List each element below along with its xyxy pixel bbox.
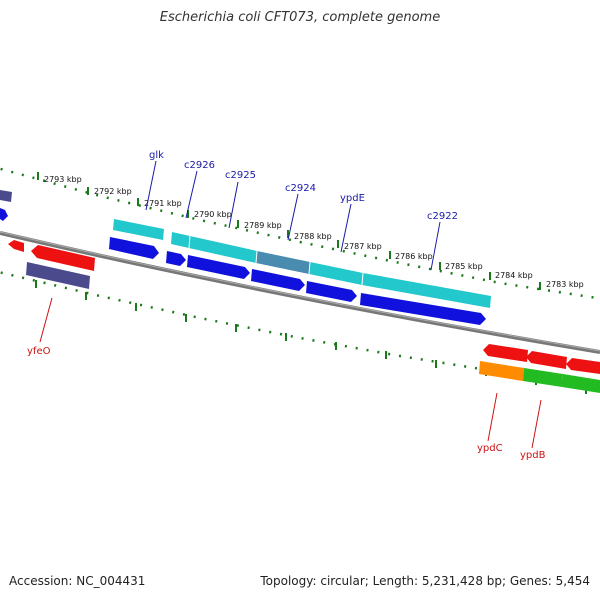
genome-backbone: [0, 231, 600, 354]
gene-label-ypdE[interactable]: ypdE: [340, 193, 365, 204]
cds-feature[interactable]: [109, 237, 159, 259]
cds-feature[interactable]: [483, 344, 528, 362]
cds-feature[interactable]: [256, 251, 310, 274]
gene-label-ypdC[interactable]: ypdC: [477, 443, 503, 454]
cds-feature[interactable]: [309, 262, 363, 285]
scale-label: 2788 kbp: [294, 232, 332, 241]
cds-feature[interactable]: [166, 251, 186, 266]
gene-label-c2925[interactable]: c2925: [225, 170, 256, 181]
cds-feature[interactable]: [251, 269, 305, 291]
cds-feature[interactable]: [171, 232, 257, 263]
scale-label: 2784 kbp: [495, 271, 533, 280]
scale-label: 2790 kbp: [194, 210, 232, 219]
cds-feature[interactable]: [26, 262, 90, 289]
cds-feature-borders: [188, 235, 364, 286]
gene-label-c2924[interactable]: c2924: [285, 183, 316, 194]
gene-label-c2926[interactable]: c2926: [184, 160, 215, 171]
cds-feature[interactable]: [479, 361, 524, 381]
gene-label-leaders-bottom: [39, 297, 542, 449]
scale-label: 2793 kbp: [44, 175, 82, 184]
scale-label: 2783 kbp: [546, 280, 584, 289]
scale-label: 2789 kbp: [244, 221, 282, 230]
cds-feature[interactable]: [562, 374, 600, 393]
cds-feature[interactable]: [566, 358, 600, 374]
cds-feature[interactable]: [0, 190, 12, 202]
map-title: Escherichia coli CFT073, complete genome: [159, 10, 441, 25]
gene-label-ypdB[interactable]: ypdB: [520, 450, 546, 461]
cds-feature[interactable]: [8, 240, 24, 252]
gene-label-c2922[interactable]: c2922: [427, 211, 458, 222]
upper-tick-ring: [0, 167, 600, 300]
topology-text: Topology: circular; Length: 5,231,428 bp…: [260, 574, 590, 588]
scale-label: 2787 kbp: [344, 242, 382, 251]
genome-backbone-highlight: [0, 231, 600, 352]
scale-label: 2791 kbp: [144, 199, 182, 208]
cds-feature[interactable]: [187, 255, 250, 279]
gene-label-yfeO[interactable]: yfeO: [27, 346, 51, 357]
accession-text: Accession: NC_004431: [9, 574, 146, 588]
cds-feature[interactable]: [31, 245, 95, 271]
cds-feature[interactable]: [523, 368, 563, 387]
cds-feature[interactable]: [362, 273, 491, 308]
cds-feature[interactable]: [113, 219, 164, 240]
cds-feature[interactable]: [360, 293, 486, 325]
gene-label-leaders-top: [145, 160, 441, 271]
scale-label: 2786 kbp: [395, 252, 433, 261]
cds-feature[interactable]: [0, 208, 8, 221]
cds-feature[interactable]: [306, 281, 357, 302]
gene-label-glk[interactable]: glk: [149, 150, 164, 161]
scale-label: 2785 kbp: [445, 262, 483, 271]
cds-feature[interactable]: [526, 351, 567, 369]
scale-label: 2792 kbp: [94, 187, 132, 196]
